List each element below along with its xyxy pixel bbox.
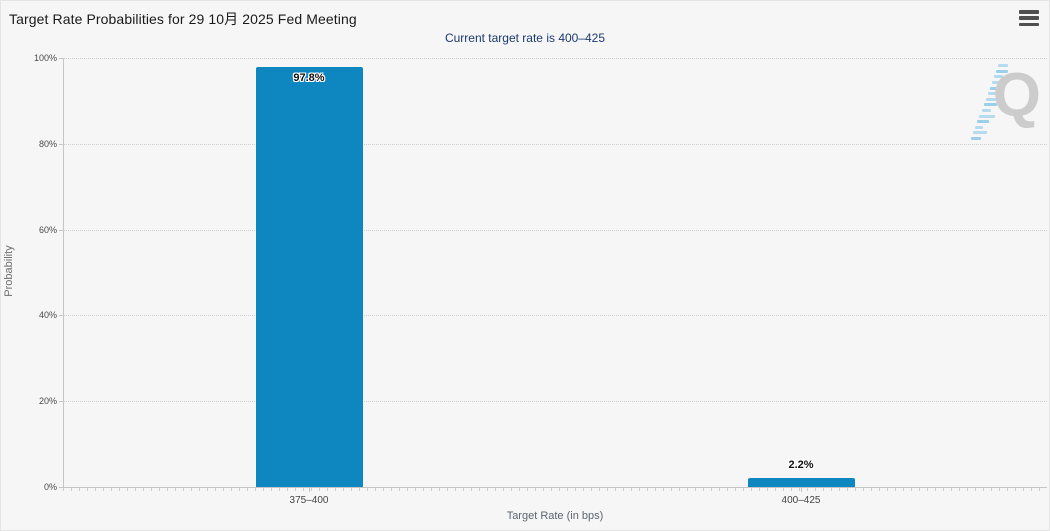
y-tick-label: 0% xyxy=(43,482,57,492)
plot-area xyxy=(63,58,1047,488)
bar-value-label: 2.2% xyxy=(788,458,814,471)
chart-title: Target Rate Probabilities for 29 10月 202… xyxy=(9,11,357,27)
gridline-40% xyxy=(63,315,1047,317)
y-axis-title: Probability xyxy=(3,245,15,297)
y-tick-label: 60% xyxy=(38,224,57,235)
y-axis-line xyxy=(63,58,64,487)
x-tick-mark xyxy=(801,487,802,492)
x-axis-minor-ticks xyxy=(63,488,1047,491)
y-tick-mark xyxy=(59,315,63,317)
y-tick-label: 20% xyxy=(38,396,57,407)
x-axis-title: Target Rate (in bps) xyxy=(506,510,604,522)
x-category-label: 375–400 xyxy=(289,495,329,506)
y-tick-mark xyxy=(59,229,63,231)
probability-bar-400–425[interactable] xyxy=(747,477,855,487)
chart-subtitle: Current target rate is 400–425 xyxy=(444,31,606,45)
y-tick-mark xyxy=(59,401,63,403)
hamburger-menu-icon[interactable] xyxy=(1019,10,1039,26)
y-tick-label: 80% xyxy=(38,138,57,149)
y-tick-mark xyxy=(59,58,63,59)
gridline-60% xyxy=(63,229,1047,231)
gridline-100% xyxy=(63,58,1047,59)
x-category-label: 400–425 xyxy=(781,495,821,506)
y-tick-mark xyxy=(59,143,63,145)
hamburger-bar xyxy=(1019,22,1039,26)
x-axis-line xyxy=(63,487,1047,488)
y-tick-label: 40% xyxy=(38,310,57,321)
y-tick-mark xyxy=(59,487,63,488)
bar-value-label: 97.8% xyxy=(293,72,325,85)
x-tick-mark xyxy=(309,487,310,492)
hamburger-bar xyxy=(1019,16,1039,20)
y-tick-label: 100% xyxy=(33,53,57,63)
gridline-20% xyxy=(63,401,1047,403)
gridline-80% xyxy=(63,143,1047,145)
hamburger-bar xyxy=(1019,10,1039,14)
probability-bar-375–400[interactable] xyxy=(255,67,363,487)
